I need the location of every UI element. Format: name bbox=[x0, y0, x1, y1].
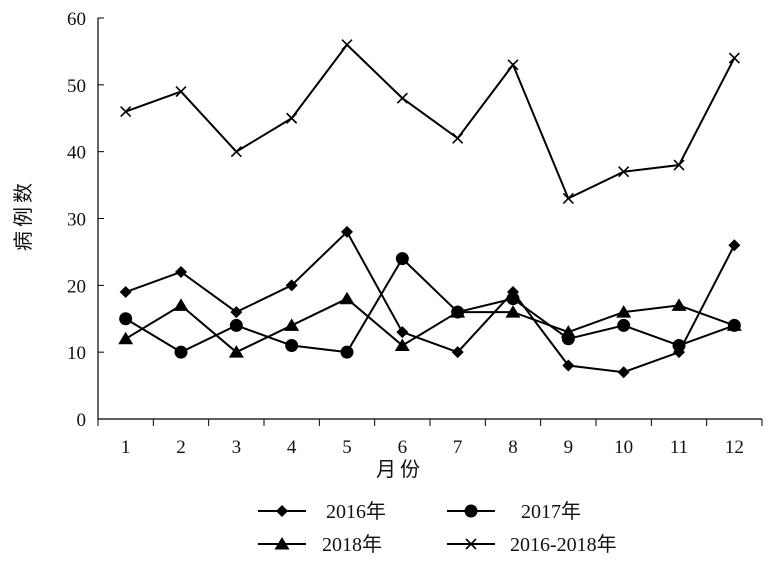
x-tick-label: 2 bbox=[176, 437, 186, 458]
data-point bbox=[228, 345, 244, 358]
x-tick-label: 12 bbox=[725, 437, 744, 458]
data-point bbox=[450, 305, 466, 318]
y-tick-label: 30 bbox=[67, 210, 86, 231]
data-point bbox=[284, 318, 300, 331]
data-point bbox=[175, 85, 187, 98]
data-point bbox=[507, 59, 519, 71]
data-point bbox=[452, 132, 464, 144]
data-point bbox=[229, 318, 243, 332]
data-point bbox=[562, 192, 574, 205]
y-tick-label: 0 bbox=[77, 410, 87, 431]
data-point bbox=[726, 318, 742, 331]
series-line bbox=[125, 43, 736, 200]
legend-item: 2016-2018年 bbox=[447, 533, 617, 556]
data-point bbox=[728, 52, 740, 64]
data-point bbox=[339, 291, 355, 305]
data-point bbox=[174, 345, 188, 359]
series-line bbox=[125, 297, 735, 354]
x-axis-ticks: 1 2 3 4 5 6 7 8 9 10 11 12 bbox=[97, 419, 763, 458]
data-point bbox=[505, 305, 521, 318]
data-point bbox=[173, 298, 189, 311]
data-point bbox=[616, 305, 632, 318]
legend-item: 2018年 bbox=[258, 533, 382, 556]
x-tick-label: 11 bbox=[670, 437, 688, 458]
y-tick-label: 20 bbox=[67, 276, 86, 297]
data-point bbox=[285, 279, 298, 292]
data-point bbox=[672, 338, 686, 352]
data-point bbox=[395, 252, 409, 266]
legend-marker bbox=[274, 537, 290, 550]
y-tick-label: 10 bbox=[67, 343, 86, 364]
data-point bbox=[285, 338, 299, 352]
data-point bbox=[562, 359, 575, 372]
x-tick-label: 8 bbox=[508, 437, 518, 458]
x-tick-label: 5 bbox=[342, 437, 352, 458]
data-point bbox=[618, 166, 630, 178]
x-tick-label: 7 bbox=[453, 437, 463, 458]
x-tick-label: 4 bbox=[287, 437, 297, 458]
data-point bbox=[396, 326, 409, 339]
data-point bbox=[617, 366, 630, 379]
data-point bbox=[341, 225, 353, 238]
legend-marker bbox=[464, 504, 478, 518]
data-point bbox=[728, 239, 741, 252]
data-point bbox=[673, 159, 685, 171]
legend-label: 2016-2018年 bbox=[510, 533, 617, 556]
legend-label: 2017年 bbox=[521, 500, 581, 523]
data-point bbox=[341, 39, 353, 51]
data-point bbox=[286, 112, 298, 124]
data-point bbox=[118, 331, 134, 345]
data-point bbox=[671, 298, 687, 311]
data-point bbox=[230, 146, 242, 158]
data-point bbox=[230, 306, 243, 319]
data-point bbox=[394, 338, 410, 351]
y-tick-label: 50 bbox=[67, 76, 86, 97]
data-point bbox=[340, 345, 354, 359]
x-tick-label: 1 bbox=[121, 437, 131, 458]
series-4 bbox=[120, 39, 740, 205]
series-line bbox=[125, 257, 735, 354]
y-tick-label: 40 bbox=[67, 143, 86, 164]
data-point bbox=[120, 106, 132, 118]
legend-item: 2017年 bbox=[447, 500, 581, 523]
legend-label: 2016年 bbox=[326, 500, 386, 523]
y-tick-label: 60 bbox=[67, 9, 86, 30]
data-point bbox=[560, 325, 576, 338]
y-axis-label: 病例数 bbox=[12, 179, 35, 251]
legend-marker bbox=[465, 538, 477, 550]
data-point bbox=[617, 318, 631, 332]
data-point bbox=[119, 286, 132, 299]
series-3 bbox=[118, 291, 742, 358]
x-axis-label: 月份 bbox=[376, 458, 424, 481]
data-point bbox=[175, 265, 187, 278]
y-axis-ticks: 0 10 20 30 40 50 60 bbox=[67, 9, 104, 431]
legend-marker bbox=[276, 505, 288, 517]
data-point bbox=[506, 292, 520, 306]
series-2 bbox=[119, 252, 741, 359]
series-1 bbox=[119, 225, 741, 379]
x-tick-label: 10 bbox=[614, 437, 633, 458]
data-point bbox=[119, 312, 133, 326]
x-tick-label: 3 bbox=[232, 437, 242, 458]
legend-label: 2018年 bbox=[322, 533, 382, 556]
data-point bbox=[396, 92, 408, 104]
x-tick-label: 6 bbox=[398, 437, 408, 458]
x-tick-label: 9 bbox=[564, 437, 574, 458]
legend: 2016年 2017年 2018年 2016-2018年 bbox=[258, 500, 617, 556]
series-line bbox=[125, 230, 736, 374]
data-point bbox=[451, 346, 464, 359]
legend-item: 2016年 bbox=[258, 500, 386, 523]
series-group bbox=[118, 39, 742, 379]
